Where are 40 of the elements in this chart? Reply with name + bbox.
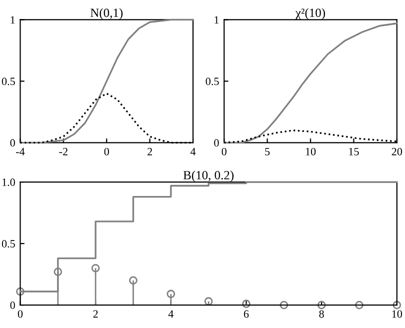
y-tick-label: 0 [10, 302, 15, 310]
point [242, 300, 250, 308]
y-tick-label: 1 [10, 16, 15, 24]
y-tick-label: 0.5 [2, 78, 15, 86]
y-tick-label: 0 [10, 139, 15, 147]
point [317, 300, 326, 310]
x-tick-label: 4 [168, 310, 174, 318]
y-tick-label: 0 [214, 139, 219, 147]
point [91, 264, 100, 272]
point [355, 300, 364, 310]
y-tick-label: 0.5 [206, 78, 219, 86]
x-tick-label: 5 [265, 148, 270, 156]
chart-title: χ²(10) [295, 8, 326, 20]
point [392, 300, 402, 310]
x-tick-label: 8 [319, 310, 324, 318]
x-tick-label: 6 [244, 310, 249, 318]
y-tick-label: 1.0 [2, 178, 15, 186]
x-tick-label: 10 [306, 148, 316, 156]
line-series [223, 22, 398, 144]
x-tick-label: 0 [104, 148, 109, 156]
y-tick-label: 1 [214, 16, 219, 24]
point [129, 276, 138, 285]
x-tick-label: -2 [59, 148, 68, 156]
x-tick-label: -4 [16, 148, 25, 156]
point [54, 268, 62, 276]
chart-title: N(0,1) [90, 8, 123, 20]
x-tick-label: 2 [148, 148, 152, 156]
point [280, 300, 288, 310]
x-tick-label: 0 [222, 148, 226, 156]
x-tick-label: 20 [392, 148, 402, 156]
point [16, 287, 24, 296]
chart-title: B(10, 0.2) [183, 170, 234, 182]
line-series [19, 18, 194, 144]
y-tick-label: 0.5 [2, 240, 15, 248]
x-tick-label: 15 [349, 148, 359, 156]
x-tick-label: 0 [18, 310, 23, 318]
x-tick-label: 10 [392, 310, 402, 318]
point [166, 290, 176, 298]
x-tick-label: 2 [93, 310, 98, 318]
x-tick-label: 4 [190, 148, 196, 156]
